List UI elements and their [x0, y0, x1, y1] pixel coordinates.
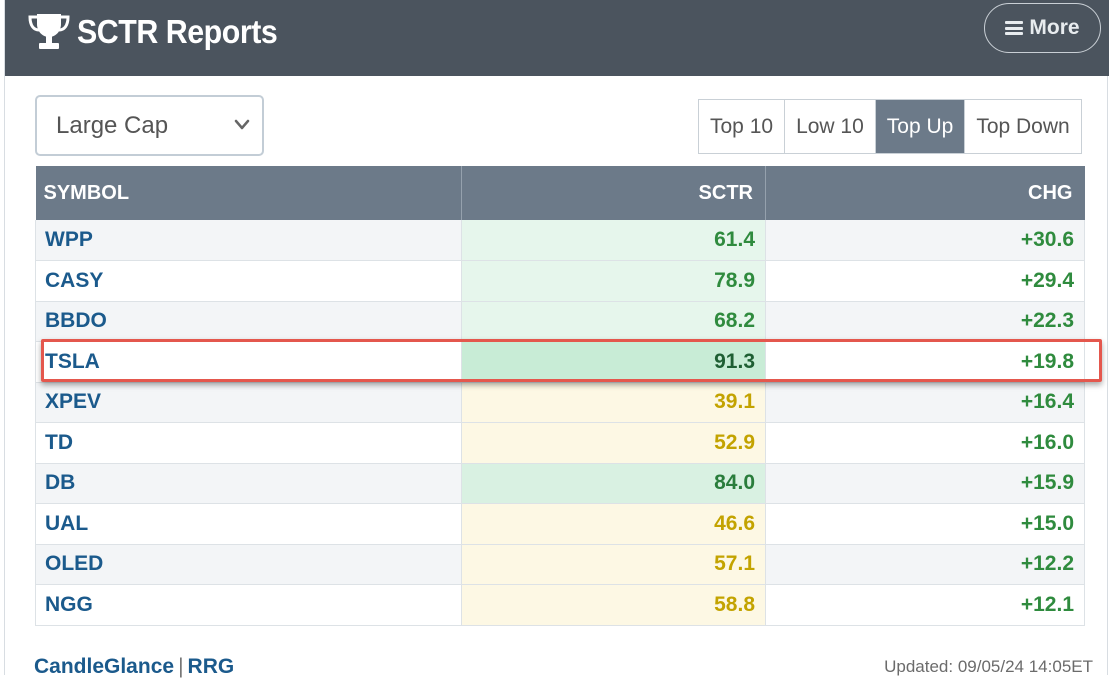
symbol-cell[interactable]: BBDO: [35, 301, 462, 342]
rrg-link[interactable]: RRG: [187, 655, 235, 678]
table-row[interactable]: TD 52.9 +16.0: [35, 422, 1085, 464]
table-row[interactable]: OLED 57.1 +12.2: [35, 544, 1085, 585]
table-row[interactable]: DB 84.0 +15.9: [35, 463, 1085, 504]
updated-timestamp: Updated: 09/05/24 14:05ET: [884, 657, 1093, 676]
sctr-table: SYMBOL SCTR CHG WPP 61.4 +30.6 CASY 78.9 +29.…: [35, 166, 1085, 626]
chg-cell: +19.8: [765, 341, 1085, 383]
table-row[interactable]: CASY 78.9 +29.4: [35, 260, 1085, 302]
trophy-icon: [28, 14, 70, 49]
page-title: SCTR Reports: [77, 13, 278, 50]
chg-cell: +16.0: [765, 422, 1085, 464]
table-row[interactable]: NGG 58.8 +12.1: [35, 584, 1085, 626]
symbol-cell[interactable]: TD: [35, 422, 462, 464]
symbol-cell[interactable]: XPEV: [35, 382, 462, 423]
chg-cell: +29.4: [765, 260, 1085, 302]
symbol-cell[interactable]: CASY: [35, 260, 462, 302]
symbol-cell[interactable]: NGG: [35, 584, 462, 626]
chevron-down-icon: [234, 119, 250, 130]
symbol-cell[interactable]: DB: [35, 463, 462, 504]
column-header-sctr[interactable]: SCTR: [461, 166, 766, 220]
symbol-cell[interactable]: UAL: [35, 503, 462, 545]
sctr-cell: 68.2: [461, 301, 766, 342]
chg-cell: +16.4: [765, 382, 1085, 423]
chg-cell: +12.2: [765, 544, 1085, 585]
app-frame: SCTR Reports More Large Cap Top 10 Low 1…: [4, 0, 1109, 678]
table-row[interactable]: XPEV 39.1 +16.4: [35, 382, 1085, 423]
table-row[interactable]: UAL 46.6 +15.0: [35, 503, 1085, 545]
sctr-cell: 46.6: [461, 503, 766, 545]
symbol-cell[interactable]: WPP: [35, 220, 462, 261]
symbol-cell[interactable]: TSLA: [35, 341, 462, 383]
hamburger-icon: [1005, 21, 1024, 35]
header-bar: SCTR Reports More: [5, 0, 1109, 76]
sctr-cell: 78.9: [461, 260, 766, 302]
table-row[interactable]: WPP 61.4 +30.6: [35, 220, 1085, 261]
sctr-cell: 52.9: [461, 422, 766, 464]
footer-links: CandleGlance | RRG: [34, 655, 234, 679]
tab-top-down[interactable]: Top Down: [965, 100, 1081, 153]
table-header-row: SYMBOL SCTR CHG: [35, 166, 1085, 220]
chg-cell: +15.0: [765, 503, 1085, 545]
report-tabs: Top 10 Low 10 Top Up Top Down: [698, 99, 1082, 154]
table-row[interactable]: TSLA 91.3 +19.8: [35, 341, 1085, 383]
footer-separator: |: [178, 655, 184, 678]
chg-cell: +15.9: [765, 463, 1085, 504]
market-cap-select[interactable]: Large Cap: [35, 95, 264, 156]
sctr-cell: 39.1: [461, 382, 766, 423]
tab-low-10[interactable]: Low 10: [785, 100, 876, 153]
table-row[interactable]: BBDO 68.2 +22.3: [35, 301, 1085, 342]
sctr-cell: 61.4: [461, 220, 766, 261]
sctr-cell: 57.1: [461, 544, 766, 585]
column-header-chg[interactable]: CHG: [765, 166, 1085, 220]
column-header-symbol[interactable]: SYMBOL: [35, 166, 462, 220]
candleglance-link[interactable]: CandleGlance: [34, 655, 175, 678]
more-button[interactable]: More: [984, 3, 1101, 53]
sctr-cell: 91.3: [461, 341, 766, 383]
chg-cell: +22.3: [765, 301, 1085, 342]
tab-top-10[interactable]: Top 10: [699, 100, 786, 153]
tab-top-up[interactable]: Top Up: [875, 100, 966, 153]
chg-cell: +12.1: [765, 584, 1085, 626]
symbol-cell[interactable]: OLED: [35, 544, 462, 585]
sctr-cell: 84.0: [461, 463, 766, 504]
more-button-label: More: [1029, 16, 1080, 39]
sctr-cell: 58.8: [461, 584, 766, 626]
market-cap-select-value: Large Cap: [56, 111, 169, 139]
chg-cell: +30.6: [765, 220, 1085, 261]
